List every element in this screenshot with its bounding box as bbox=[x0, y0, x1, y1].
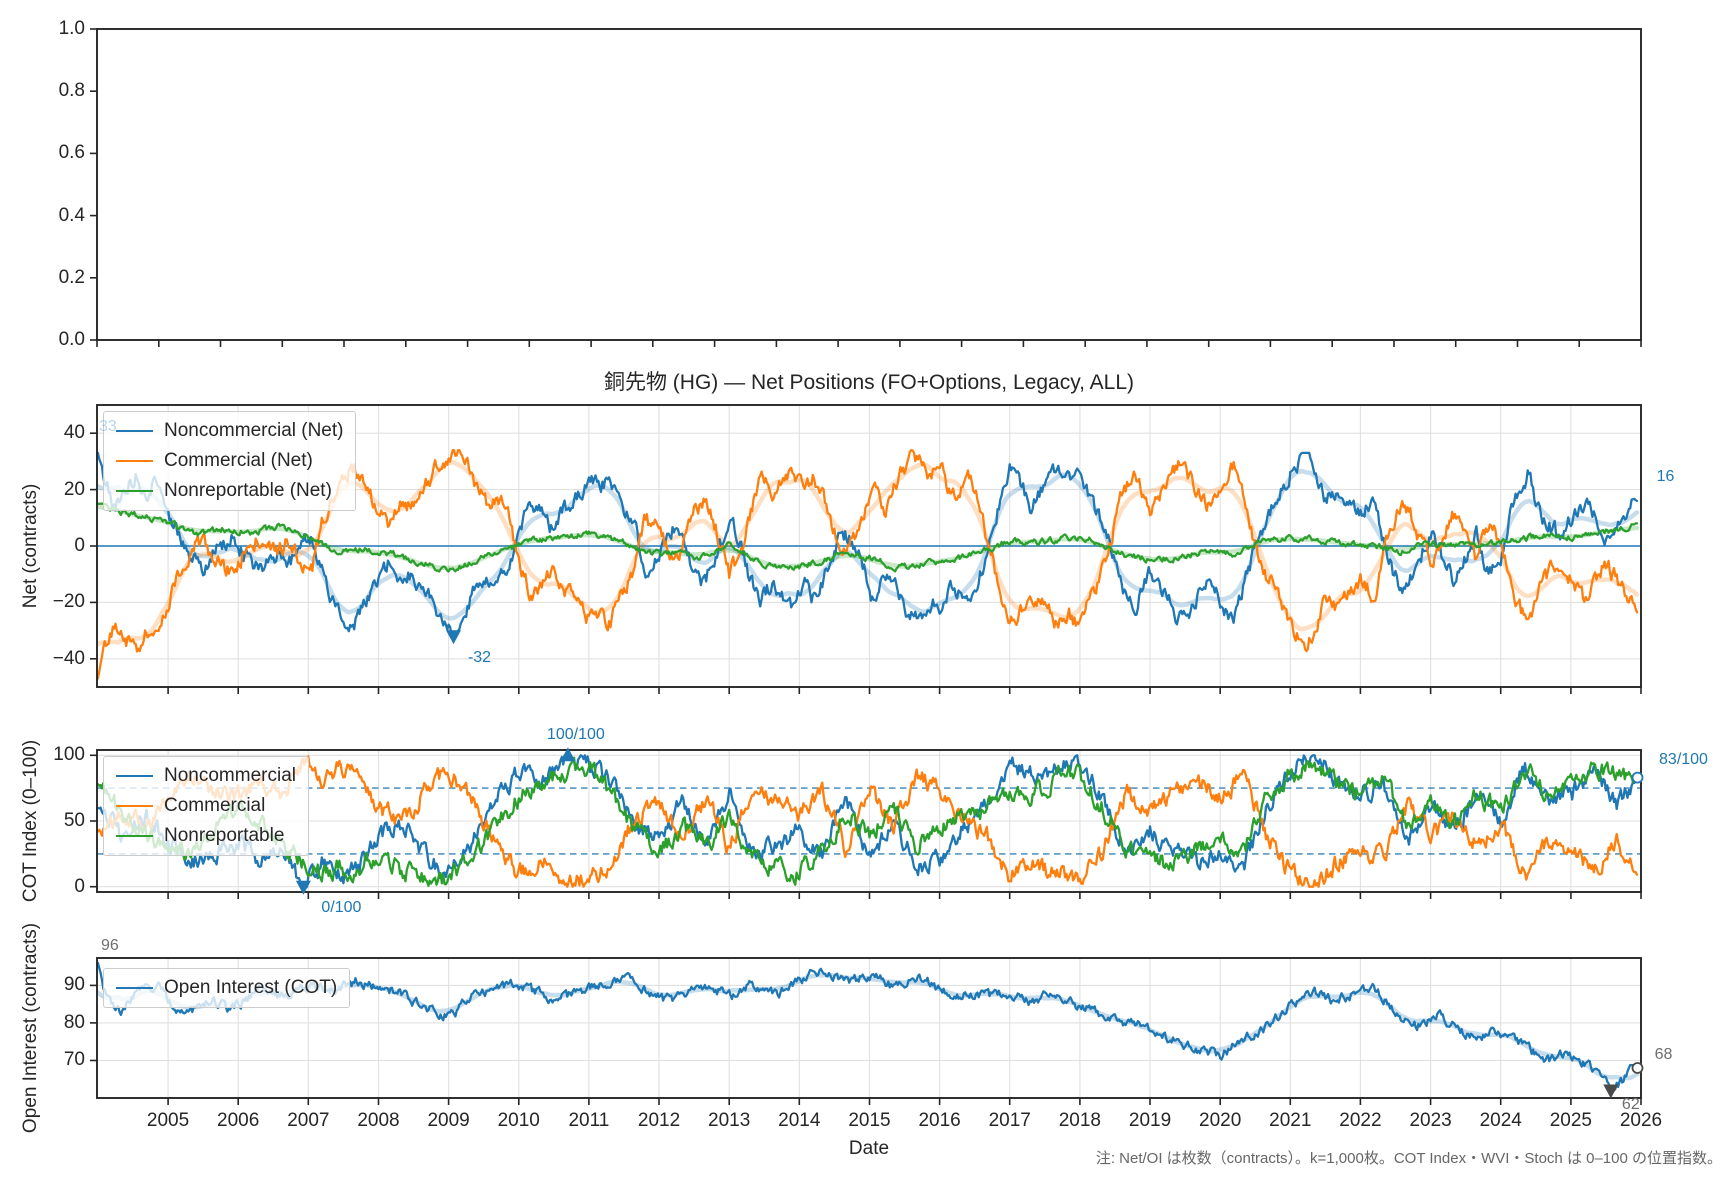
series-nonreportable bbox=[97, 756, 1639, 887]
panel-empty-axes-spine bbox=[96, 28, 1642, 341]
annotation-oi-first-value: 96 bbox=[101, 936, 119, 954]
legend-label: Nonreportable bbox=[164, 825, 285, 846]
y-tick-label-cot-index-0: 0 bbox=[74, 875, 85, 897]
panel-cot-index-series bbox=[97, 754, 1639, 888]
x-tick-label-2023: 2023 bbox=[1409, 1110, 1452, 1131]
legend-label: Commercial bbox=[164, 795, 266, 816]
footnote-note: 注: Net/OI は枚数（contracts）。k=1,000枚。COT In… bbox=[1095, 1150, 1722, 1167]
series-open-interest-cot- bbox=[97, 961, 1639, 1092]
x-tick-label-2024: 2024 bbox=[1479, 1110, 1522, 1131]
legend-label: Open Interest (COT) bbox=[164, 977, 338, 998]
x-axis-label: Date bbox=[848, 1138, 890, 1159]
legend-line-icon bbox=[116, 430, 153, 432]
y-tick-label-cot-index-50: 50 bbox=[63, 810, 85, 831]
marker-down-arrow-icon bbox=[295, 880, 311, 895]
annotation-oi-min: 62 bbox=[1621, 1096, 1640, 1114]
y-tick-label-empty-axes-0.6: 0.6 bbox=[58, 142, 85, 164]
legend-cot-index: Noncommercial Commercial Nonreportable bbox=[103, 756, 309, 856]
x-tick-label-2008: 2008 bbox=[357, 1110, 400, 1131]
x-tick-label-2014: 2014 bbox=[778, 1110, 821, 1131]
annotation-net-last: 16 bbox=[1656, 467, 1675, 485]
marker-down-arrow-icon bbox=[1603, 1084, 1619, 1099]
legend-item-noncommercial-net: Noncommercial (Net) bbox=[116, 420, 343, 442]
legend-item-open-interest: Open Interest (COT) bbox=[116, 977, 337, 999]
y-tick-label-empty-axes-1.0: 1.0 bbox=[58, 18, 85, 39]
legend-label: Nonreportable (Net) bbox=[164, 480, 332, 501]
x-tick-label-2012: 2012 bbox=[637, 1110, 681, 1131]
y-axis-label-net: Net (contracts) bbox=[20, 483, 41, 609]
y-tick-label-empty-axes-0.8: 0.8 bbox=[58, 80, 85, 102]
legend-item-nonreportable-net: Nonreportable (Net) bbox=[116, 480, 343, 502]
panel-open-interest-series bbox=[97, 961, 1640, 1092]
x-tick-label-2017: 2017 bbox=[988, 1110, 1031, 1131]
annotation-net-first-value: 33 bbox=[99, 417, 117, 435]
legend-line-icon bbox=[116, 775, 153, 777]
x-tick-label-2009: 2009 bbox=[427, 1110, 470, 1131]
y-tick-label-empty-axes-0.4: 0.4 bbox=[58, 204, 85, 226]
legend-line-icon bbox=[116, 835, 153, 837]
legend-item-nonreportable: Nonreportable bbox=[116, 825, 296, 847]
y-tick-label-empty-axes-0.0: 0.0 bbox=[58, 329, 85, 350]
x-tick-label-2018: 2018 bbox=[1058, 1110, 1102, 1131]
annotation-oi-last: 68 bbox=[1654, 1045, 1673, 1063]
legend-label: Commercial (Net) bbox=[164, 450, 313, 471]
series-noncommercial bbox=[97, 754, 1639, 888]
x-tick-label-2007: 2007 bbox=[287, 1110, 330, 1131]
x-tick-label-2011: 2011 bbox=[568, 1110, 610, 1131]
y-tick-label-net-positions-−40: −40 bbox=[52, 647, 85, 669]
grid-open-interest bbox=[97, 958, 1642, 1098]
y-tick-label-net-positions-0: 0 bbox=[74, 535, 85, 556]
marker-up-arrow-icon bbox=[560, 747, 576, 762]
series-commercial bbox=[97, 755, 1639, 888]
x-tick-label-2015: 2015 bbox=[848, 1110, 891, 1131]
legend-line-icon bbox=[116, 805, 153, 807]
legend-item-commercial: Commercial bbox=[116, 795, 296, 817]
y-tick-label-open-interest-80: 80 bbox=[63, 1011, 85, 1033]
y-tick-label-open-interest-90: 90 bbox=[63, 974, 85, 996]
x-tick-label-2013: 2013 bbox=[708, 1110, 751, 1131]
y-tick-label-net-positions-20: 20 bbox=[63, 478, 85, 500]
x-tick-label-2025: 2025 bbox=[1549, 1110, 1592, 1131]
legend-line-icon bbox=[116, 490, 153, 492]
legend-open-interest: Open Interest (COT) bbox=[103, 968, 351, 1008]
y-tick-label-open-interest-70: 70 bbox=[63, 1049, 85, 1071]
x-tick-label-2020: 2020 bbox=[1199, 1110, 1242, 1131]
grid-cot-index bbox=[97, 750, 1642, 892]
legend-label: Noncommercial bbox=[164, 765, 296, 786]
y-axis-label-open-interest: Open Interest (contracts) bbox=[20, 922, 41, 1134]
marker-last-point-icon bbox=[1631, 771, 1644, 784]
x-tick-label-2010: 2010 bbox=[497, 1110, 540, 1131]
annotation-net-min: -32 bbox=[467, 649, 492, 667]
legend-line-icon bbox=[116, 460, 153, 462]
series-noncommercial-net- bbox=[97, 451, 1639, 637]
legend-label: Noncommercial (Net) bbox=[164, 420, 344, 441]
marker-down-arrow-icon bbox=[446, 630, 461, 645]
annotation-cot-last: 83/100 bbox=[1659, 750, 1708, 768]
x-tick-label-2022: 2022 bbox=[1339, 1110, 1382, 1131]
x-tick-label-2006: 2006 bbox=[217, 1110, 260, 1131]
x-tick-label-2005: 2005 bbox=[146, 1110, 190, 1131]
y-tick-label-cot-index-100: 100 bbox=[53, 744, 85, 766]
y-tick-label-net-positions-40: 40 bbox=[63, 422, 85, 444]
series-nonreportable-net- bbox=[97, 502, 1639, 573]
y-tick-label-empty-axes-0.2: 0.2 bbox=[58, 266, 85, 288]
marker-last-point-icon bbox=[1631, 1062, 1644, 1074]
legend-line-icon bbox=[116, 987, 153, 989]
legend-item-commercial-net: Commercial (Net) bbox=[116, 450, 343, 472]
y-tick-label-net-positions-−20: −20 bbox=[52, 591, 85, 613]
legend-item-noncommercial: Noncommercial bbox=[116, 765, 296, 787]
legend-net: Noncommercial (Net) Commercial (Net) Non… bbox=[103, 411, 357, 511]
y-axis-label-cot-index: COT Index (0–100) bbox=[20, 739, 41, 903]
x-tick-label-2016: 2016 bbox=[918, 1110, 961, 1131]
axis-ticks bbox=[90, 28, 1642, 1105]
chart-title: 銅先物 (HG) — Net Positions (FO+Options, Le… bbox=[603, 371, 1135, 394]
x-tick-label-2021: 2021 bbox=[1269, 1110, 1312, 1131]
x-tick-label-2019: 2019 bbox=[1128, 1110, 1172, 1131]
annotation-cot-max: 100/100 bbox=[546, 726, 605, 744]
x-tick-label-2026: 2026 bbox=[1619, 1110, 1663, 1131]
annotation-cot-min: 0/100 bbox=[321, 898, 362, 916]
